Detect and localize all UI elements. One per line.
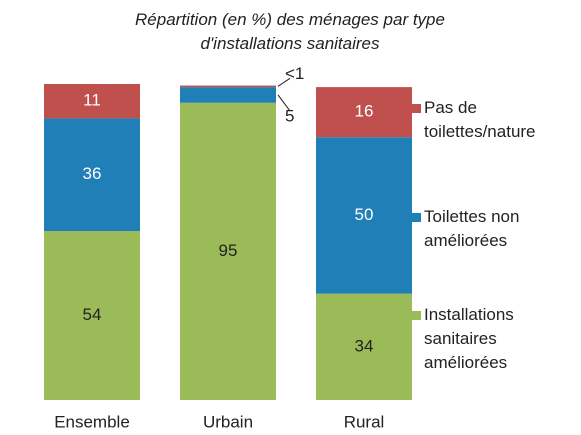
value-label: 11: [83, 91, 101, 110]
x-tick-label: Ensemble: [54, 412, 130, 431]
leader-line: [277, 77, 291, 87]
leader-line: [277, 94, 291, 112]
legend-item: Pas de toilettes/nature: [412, 96, 580, 144]
bar-segment: [44, 118, 140, 232]
legend-item: Toilettes non améliorées: [412, 205, 580, 253]
bar-segment: [180, 85, 276, 88]
value-label: 50: [355, 205, 374, 224]
value-label: 36: [83, 164, 102, 183]
bar-segment: [316, 87, 412, 138]
value-label: 16: [355, 102, 374, 121]
value-label: 95: [219, 241, 238, 260]
legend-swatch: [412, 213, 421, 222]
bar-segment: [316, 293, 412, 400]
chart-title: Répartition (en %) des ménages par type …: [135, 10, 445, 53]
legend-swatch: [412, 311, 421, 320]
legend-swatch: [412, 104, 421, 113]
legend-item: Installations sanitaires améliorées: [412, 303, 580, 375]
bar-segment: [180, 102, 276, 400]
bar-segment: [44, 231, 140, 400]
value-label: <1: [285, 64, 304, 83]
bar-segment: [316, 137, 412, 294]
x-tick-label: Urbain: [203, 412, 253, 431]
legend-label: Toilettes non améliorées: [424, 207, 520, 250]
bar-segment: [180, 87, 276, 103]
value-label: 34: [355, 336, 374, 355]
legend-label: Installations sanitaires améliorées: [424, 305, 514, 372]
legend-label: Pas de toilettes/nature: [424, 98, 536, 141]
bar-segment: [44, 84, 140, 119]
value-label: 5: [285, 106, 294, 125]
value-label: 54: [83, 305, 102, 324]
x-tick-label: Rural: [344, 412, 385, 431]
